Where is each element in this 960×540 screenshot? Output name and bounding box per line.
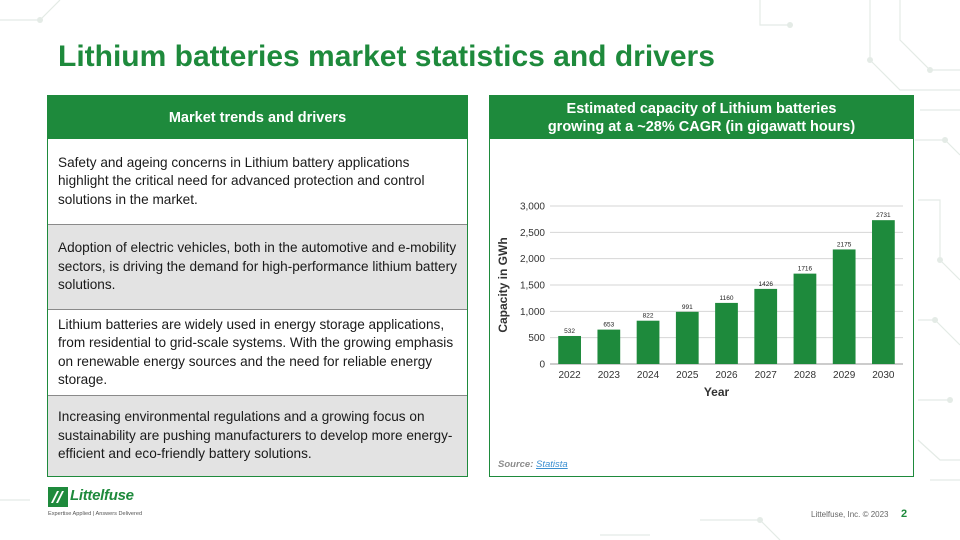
- trend-text: Safety and ageing concerns in Lithium ba…: [58, 154, 425, 207]
- source-label: Source:: [498, 459, 534, 470]
- data-label: 1716: [798, 266, 813, 273]
- market-trends-header: Market trends and drivers: [48, 96, 467, 139]
- logo-wordmark: Littelfuse: [70, 487, 134, 504]
- capacity-bar-chart: 0 500 1,000 1,500 2,000 2,500 3,000 532 2022 653 2…: [496, 202, 903, 399]
- bar: [636, 320, 660, 364]
- copyright: Littelfuse, Inc. © 2023: [811, 510, 889, 519]
- source-link[interactable]: Statista: [536, 459, 568, 470]
- bar: [558, 335, 581, 364]
- y-tick-label: 2,500: [520, 228, 545, 239]
- trend-text: Adoption of electric vehicles, both in t…: [58, 240, 457, 293]
- chart-header-line1: Estimated capacity of Lithium batteries: [566, 100, 837, 117]
- trend-row-safety: Safety and ageing concerns in Lithium ba…: [48, 139, 467, 224]
- x-tick-label: 2022: [558, 370, 581, 381]
- bar: [832, 249, 856, 364]
- y-tick-label: 1,500: [520, 281, 545, 292]
- data-label: 991: [682, 304, 693, 311]
- x-tick-label: 2025: [676, 370, 699, 381]
- y-tick-label: 2,000: [520, 254, 545, 265]
- littelfuse-mark-icon: [48, 487, 68, 507]
- x-tick-label: 2029: [833, 370, 856, 381]
- data-label: 2175: [837, 241, 852, 248]
- y-tick-label: 500: [528, 333, 545, 344]
- market-trends-panel: Market trends and drivers Safety and age…: [47, 95, 468, 477]
- capacity-chart-panel: Estimated capacity of Lithium batteries …: [489, 95, 914, 477]
- x-tick-label: 2024: [637, 370, 660, 381]
- y-tick-label: 0: [539, 360, 545, 371]
- x-tick-label: 2028: [794, 370, 817, 381]
- bar: [754, 288, 778, 364]
- y-tick-label: 1,000: [520, 307, 545, 318]
- y-axis-title: Capacity in GWh: [496, 237, 510, 332]
- y-tick-label: 3,000: [520, 202, 545, 213]
- x-tick-label: 2023: [598, 370, 621, 381]
- data-label: 653: [603, 322, 614, 329]
- data-label: 822: [643, 313, 654, 320]
- data-label: 1426: [758, 281, 773, 288]
- littelfuse-logo: Littelfuse Expertise Applied | Answers D…: [48, 487, 158, 523]
- data-label: 2731: [876, 212, 891, 219]
- trend-row-storage: Lithium batteries are widely used in ene…: [48, 309, 467, 395]
- bar: [793, 273, 817, 364]
- x-axis-title: Year: [704, 385, 730, 399]
- data-label: 1160: [720, 295, 734, 302]
- trend-text: Lithium batteries are widely used in ene…: [58, 316, 454, 388]
- chart-header: Estimated capacity of Lithium batteries …: [490, 96, 913, 139]
- logo-tagline: Expertise Applied | Answers Delivered: [48, 511, 143, 517]
- x-tick-label: 2030: [872, 370, 895, 381]
- bar: [872, 220, 895, 364]
- x-tick-label: 2026: [715, 370, 738, 381]
- page-title: Lithium batteries market statistics and …: [58, 40, 715, 73]
- data-label: 532: [564, 328, 575, 335]
- x-tick-label: 2027: [755, 370, 778, 381]
- source-note: Source: Statista: [498, 459, 568, 470]
- page-number: 2: [901, 508, 908, 520]
- bar: [675, 311, 699, 364]
- trend-row-regulations: Increasing environmental regulations and…: [48, 395, 467, 476]
- trend-row-ev: Adoption of electric vehicles, both in t…: [48, 224, 467, 309]
- chart-header-line2: growing at a ~28% CAGR (in gigawatt hour…: [547, 118, 856, 135]
- bar: [597, 329, 621, 364]
- trend-text: Increasing environmental regulations and…: [58, 409, 453, 462]
- bar: [715, 302, 738, 364]
